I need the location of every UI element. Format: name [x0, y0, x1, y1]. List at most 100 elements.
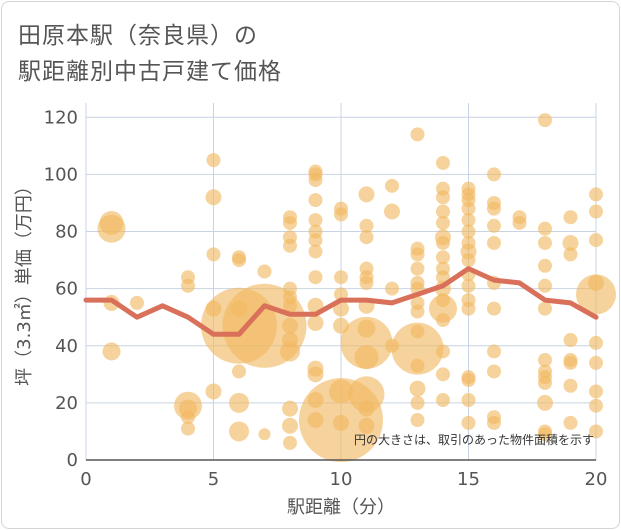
bubble: [206, 153, 221, 168]
bubble: [563, 333, 578, 348]
bubble: [538, 278, 552, 293]
bubble: [410, 358, 425, 373]
bubble: [282, 417, 298, 434]
chart-title-line2: 駅距離別中古戸建て価格: [18, 59, 282, 85]
bubble: [538, 301, 552, 316]
x-axis-title: 駅距離（分）: [287, 497, 395, 518]
bubble: [181, 421, 195, 436]
y-tick-label: 60: [55, 279, 78, 300]
bubble: [409, 380, 426, 397]
y-ticks: 0 20 40 60 80 100 120: [44, 107, 78, 471]
bubble: [436, 250, 450, 265]
bubble: [436, 235, 450, 250]
x-tick-label: 0: [80, 469, 91, 490]
bubble-size-note: 円の大きさは、取引のあった物件面積を示す: [354, 432, 594, 447]
bubble: [308, 233, 323, 248]
bubble: [461, 201, 476, 216]
bubble: [283, 238, 297, 253]
bubble: [487, 235, 501, 250]
bubble: [461, 224, 476, 239]
bubble: [181, 410, 195, 425]
bubble: [563, 355, 578, 370]
bubble: [308, 270, 323, 285]
bubble: [206, 247, 221, 262]
bubble: [333, 414, 349, 431]
bubble: [308, 213, 323, 228]
bubble: [576, 274, 616, 315]
bubble: [461, 213, 476, 228]
bubble: [410, 261, 425, 276]
bubble: [308, 244, 323, 259]
bubble: [391, 322, 444, 375]
bubble: [538, 353, 552, 368]
bubble: [487, 167, 501, 182]
x-tick-label: 15: [457, 469, 480, 490]
y-tick-label: 40: [55, 336, 78, 357]
bubble: [487, 415, 501, 430]
bubble: [538, 258, 552, 273]
bubble: [512, 215, 527, 230]
bubble: [537, 394, 553, 411]
bubble: [410, 413, 425, 428]
bubble: [589, 384, 603, 399]
bubble: [359, 230, 374, 245]
bubble: [589, 335, 603, 350]
bubble: [487, 364, 501, 379]
bubble: [562, 234, 579, 251]
bubble: [359, 275, 374, 290]
bubble: [436, 393, 450, 408]
y-tick-label: 100: [44, 164, 78, 185]
bubble: [232, 253, 246, 268]
y-tick-label: 120: [44, 107, 78, 128]
bubble: [538, 221, 552, 236]
bubble: [348, 376, 385, 413]
bubble: [102, 342, 121, 361]
bubble: [436, 190, 450, 205]
chart-title-line1: 田原本駅（奈良県）の: [18, 23, 258, 49]
bubble: [410, 304, 425, 319]
bubble: [410, 127, 425, 142]
bubble: [354, 345, 379, 370]
bubble: [410, 395, 425, 410]
bubble: [282, 317, 298, 334]
bubble: [461, 393, 476, 408]
bubble: [385, 178, 399, 193]
bubble: [385, 281, 399, 296]
bubble: [181, 278, 195, 293]
bubble: [429, 294, 457, 323]
bubble: [358, 417, 375, 434]
bubble: [308, 193, 323, 208]
bubble: [563, 415, 578, 430]
bubble: [358, 400, 375, 417]
bubble: [589, 204, 603, 219]
bubbles-layer: [97, 113, 616, 463]
bubble: [589, 355, 603, 370]
bubble: [487, 344, 501, 359]
bubble: [229, 421, 249, 442]
y-tick-label: 20: [55, 393, 78, 414]
bubble: [283, 215, 297, 230]
bubble: [359, 218, 374, 233]
bubble: [436, 313, 450, 328]
bubble: [461, 373, 476, 388]
bubble: [334, 270, 348, 285]
bubble: [563, 210, 578, 225]
bubble: [436, 215, 450, 230]
bubble: [461, 278, 476, 293]
bubble: [307, 366, 324, 383]
average-price-line: [83, 266, 599, 337]
bubble: [461, 253, 476, 268]
bubble: [538, 113, 552, 128]
bubble: [436, 204, 450, 219]
bubble: [410, 247, 425, 262]
bubble: [538, 375, 552, 390]
bubble: [232, 364, 246, 379]
bubble: [487, 218, 501, 233]
bubble: [280, 341, 300, 362]
bubble: [589, 187, 603, 202]
bubble: [538, 235, 552, 250]
bubble: [340, 316, 393, 369]
bubble: [384, 203, 400, 220]
x-tick-label: 10: [330, 469, 353, 490]
